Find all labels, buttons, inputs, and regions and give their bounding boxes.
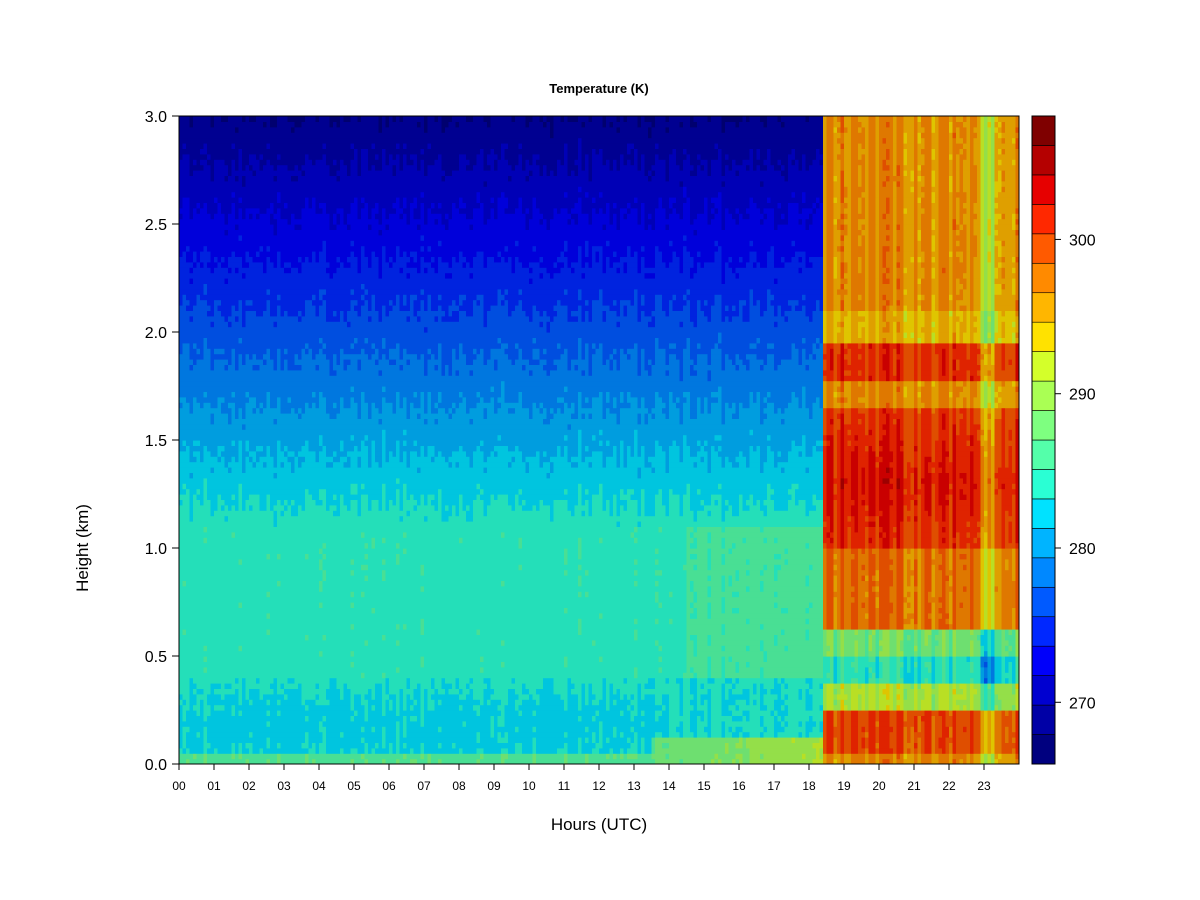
chart-title: Temperature (K): [549, 81, 648, 96]
